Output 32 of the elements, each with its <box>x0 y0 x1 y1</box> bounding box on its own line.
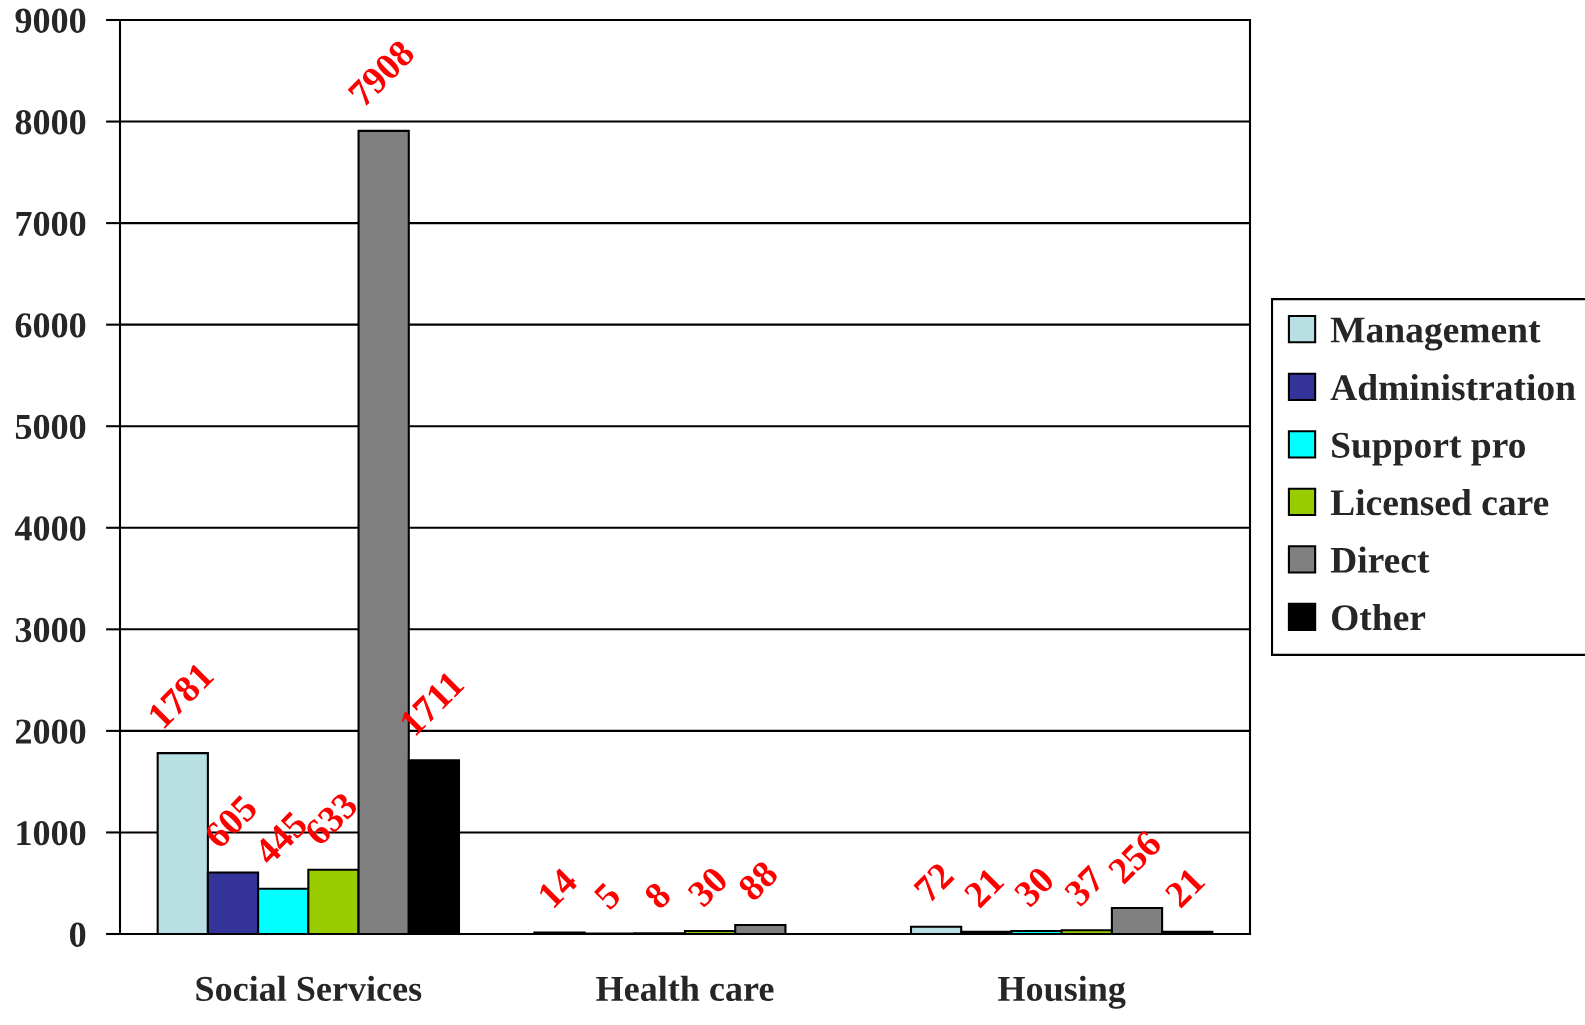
x-tick-label: Social Services <box>196 975 422 1002</box>
data-label: 21 <box>963 866 1005 909</box>
x-tick-label: Health care <box>596 975 774 1002</box>
y-tick-label: 7000 <box>16 211 86 236</box>
data-label: 8 <box>642 880 673 911</box>
data-label: 30 <box>1013 865 1056 908</box>
legend-label: Administration <box>1330 374 1576 401</box>
legend-label: Licensed care <box>1330 489 1549 516</box>
data-label: 5 <box>593 881 622 911</box>
y-tick-label: 8000 <box>15 110 86 135</box>
y-tick-label: 3000 <box>15 617 86 643</box>
data-label: 37 <box>1063 864 1107 908</box>
data-label: 605 <box>202 793 259 850</box>
y-tick-label: 1000 <box>17 820 86 846</box>
x-tick-label: Housing <box>998 975 1126 1009</box>
y-tick-label: 4000 <box>14 516 86 541</box>
data-label: 21 <box>1163 866 1206 909</box>
legend-label: Management <box>1330 317 1541 351</box>
y-tick-label: 2000 <box>15 719 86 744</box>
y-tick-label: 5000 <box>15 414 86 440</box>
legend-label: Other <box>1331 603 1426 631</box>
y-tick-label: 9000 <box>15 8 86 33</box>
legend-label: Direct <box>1330 546 1430 573</box>
legend-label: Support pro <box>1332 432 1525 466</box>
y-tick-label: 0 <box>69 922 86 947</box>
data-label: 14 <box>537 866 579 909</box>
data-label: 1711 <box>399 670 465 736</box>
data-label: 72 <box>913 861 955 903</box>
data-label: 88 <box>736 859 780 903</box>
data-label: 30 <box>686 865 729 908</box>
data-label: 256 <box>1107 829 1163 885</box>
y-tick-label: 6000 <box>15 313 86 338</box>
